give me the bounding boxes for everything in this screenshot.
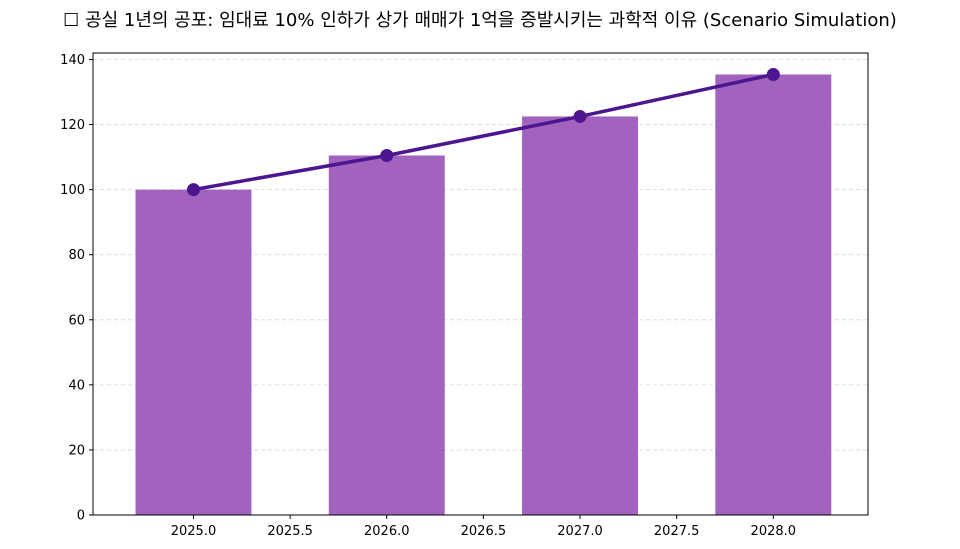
x-tick-label: 2027.0 xyxy=(557,524,603,539)
x-tick-label: 2025.5 xyxy=(267,524,313,539)
y-tick-label: 80 xyxy=(68,248,85,263)
y-tick-label: 60 xyxy=(68,313,85,328)
chart-title: ☐ 공실 1년의 공포: 임대료 10% 인하가 상가 매매가 1억을 증발시키… xyxy=(63,10,897,31)
x-tick-label: 2028.0 xyxy=(751,524,797,539)
x-tick-label: 2025.0 xyxy=(171,524,217,539)
line-point xyxy=(766,67,780,81)
bar xyxy=(522,116,639,515)
line-point xyxy=(573,109,587,123)
x-tick-label: 2027.5 xyxy=(654,524,700,539)
bar xyxy=(328,155,445,516)
bar xyxy=(135,189,252,515)
trend-line xyxy=(193,72,774,192)
bar xyxy=(715,74,832,515)
y-tick-label: 140 xyxy=(60,53,85,68)
y-tick-label: 20 xyxy=(68,443,85,458)
y-tick-label: 0 xyxy=(77,509,85,524)
x-tick-label: 2026.0 xyxy=(364,524,410,539)
y-tick-label: 120 xyxy=(60,118,85,133)
x-tick-label: 2026.5 xyxy=(461,524,507,539)
y-tick-label: 100 xyxy=(60,183,85,198)
line-point xyxy=(186,183,200,197)
line-point xyxy=(380,148,394,162)
y-tick-label: 40 xyxy=(68,378,85,393)
plot-frame xyxy=(92,52,869,516)
